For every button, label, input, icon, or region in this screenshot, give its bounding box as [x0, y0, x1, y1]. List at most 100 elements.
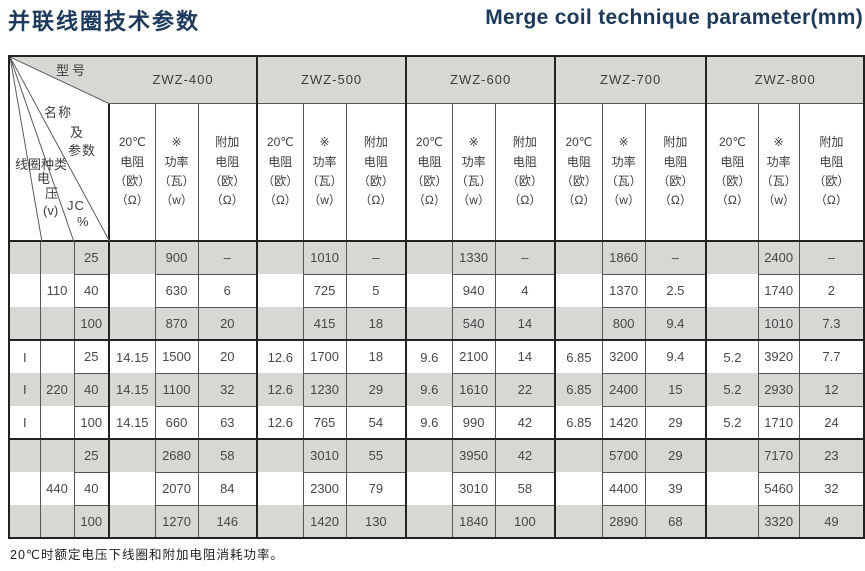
cell-voltage: [39, 307, 74, 340]
cell-resistance: [256, 472, 304, 505]
cell-extra-resistance: 7.3: [798, 307, 865, 341]
cell-extra-resistance: 49: [798, 505, 865, 539]
model-header-zwz500: ZWZ-500: [256, 56, 407, 104]
cell-resistance: 14.15: [108, 406, 156, 439]
cell-extra-resistance: –: [494, 240, 556, 275]
cell-resistance: 12.6: [256, 406, 304, 439]
model-header-zwz800: ZWZ-800: [705, 56, 865, 104]
subheader-extra-resistance: 附加 电阻 （欧） （Ω）: [644, 103, 707, 241]
subheader-resistance: 20℃ 电阻 （欧） （Ω）: [108, 103, 156, 241]
cell-resistance: [256, 505, 304, 538]
cell-power: 800: [601, 307, 646, 341]
cell-extra-resistance: 9.4: [644, 307, 707, 341]
subheader-resistance: 20℃ 电阻 （欧） （Ω）: [705, 103, 759, 241]
subheader-power: ※ 功率 （瓦） （w）: [302, 103, 347, 241]
cell-power: 1270: [154, 505, 199, 539]
subheader-resistance: 20℃ 电阻 （欧） （Ω）: [256, 103, 304, 241]
cell-jc: 100: [73, 406, 110, 440]
cell-resistance: [256, 274, 304, 307]
corner-label-name: 名称: [44, 105, 73, 120]
cell-extra-resistance: 42: [494, 438, 556, 473]
parameter-table: 型号 名称 及 参数 线圈种类 电 压 (v) JC % ZWZ-400 ZWZ…: [8, 55, 865, 539]
cell-jc: 40: [73, 274, 110, 308]
footnote: 20℃时额定电压下线圈和附加电阻消耗功率。: [10, 548, 284, 562]
cell-extra-resistance: 20: [197, 307, 258, 341]
table-body: 25 900–1010–1330–1860–2400–110 40 630 6 725 5 9…: [8, 240, 865, 539]
cell-power: 2300: [302, 472, 347, 506]
cell-power: 1420: [601, 406, 646, 440]
cell-power: 1010: [302, 240, 347, 275]
cell-resistance: 5.2: [705, 339, 759, 373]
subheader-power: ※ 功率 （瓦） （w）: [451, 103, 496, 241]
cell-extra-resistance: 32: [197, 373, 258, 407]
cell-extra-resistance: 54: [345, 406, 407, 440]
cell-extra-resistance: 130: [345, 505, 407, 539]
cell-extra-resistance: 2.5: [644, 274, 707, 308]
cell-extra-resistance: 6: [197, 274, 258, 308]
cell-resistance: [108, 438, 156, 472]
cell-resistance: [405, 307, 453, 340]
cell-extra-resistance: 4: [494, 274, 556, 308]
cell-resistance: 6.85: [554, 373, 603, 406]
cell-resistance: [256, 438, 304, 472]
cell-coil-type: [8, 438, 40, 472]
cell-coil-type: I: [8, 339, 40, 373]
cell-voltage: [39, 240, 74, 274]
corner-label-jc-unit: %: [77, 214, 89, 229]
cell-extra-resistance: 18: [345, 339, 407, 374]
cell-resistance: 5.2: [705, 373, 759, 406]
cell-extra-resistance: 7.7: [798, 339, 865, 374]
cell-coil-type: I: [8, 373, 40, 406]
cell-resistance: [554, 472, 603, 505]
cell-power: 540: [451, 307, 496, 341]
cell-resistance: 6.85: [554, 339, 603, 373]
cell-extra-resistance: 58: [494, 472, 556, 506]
cell-power: 3200: [601, 339, 646, 374]
cell-extra-resistance: 29: [644, 438, 707, 473]
cell-power: 2400: [601, 373, 646, 407]
cell-power: 900: [154, 240, 199, 275]
cell-power: 3950: [451, 438, 496, 473]
cell-resistance: 9.6: [405, 339, 453, 373]
corner-label-and: 及: [70, 125, 84, 140]
cell-voltage: [39, 406, 74, 439]
cell-power: 1860: [601, 240, 646, 275]
cell-coil-type: [8, 472, 40, 505]
subheader-extra-resistance: 附加 电阻 （欧） （Ω）: [197, 103, 258, 241]
cell-power: 2070: [154, 472, 199, 506]
cell-voltage: [39, 505, 74, 538]
cell-coil-type: I: [8, 406, 40, 439]
cell-resistance: [108, 505, 156, 538]
cell-resistance: 12.6: [256, 373, 304, 406]
cell-resistance: [405, 505, 453, 538]
cell-power: 2930: [757, 373, 800, 407]
cell-extra-resistance: 84: [197, 472, 258, 506]
cell-power: 3010: [451, 472, 496, 506]
cell-resistance: [705, 240, 759, 274]
cell-resistance: [554, 505, 603, 538]
cell-resistance: [108, 307, 156, 340]
cell-power: 870: [154, 307, 199, 341]
subheader-power: ※ 功率 （瓦） （w）: [757, 103, 800, 241]
cell-power: 1840: [451, 505, 496, 539]
cell-coil-type: [8, 307, 40, 340]
cell-extra-resistance: 68: [644, 505, 707, 539]
cell-extra-resistance: 29: [644, 406, 707, 440]
cell-resistance: [554, 274, 603, 307]
cell-extra-resistance: 20: [197, 339, 258, 374]
corner-label-voltage-1: 电: [37, 171, 51, 186]
cell-jc: 25: [73, 339, 110, 374]
corner-label-voltage-2: 压: [45, 186, 59, 201]
cell-extra-resistance: 39: [644, 472, 707, 506]
cell-power: 1610: [451, 373, 496, 407]
cell-resistance: 12.6: [256, 339, 304, 373]
cell-power: 7170: [757, 438, 800, 473]
cell-extra-resistance: 12: [798, 373, 865, 407]
cell-resistance: [705, 438, 759, 472]
cell-jc: 100: [73, 307, 110, 341]
cell-power: 1230: [302, 373, 347, 407]
cell-resistance: [256, 307, 304, 340]
cell-power: 415: [302, 307, 347, 341]
cell-extra-resistance: 100: [494, 505, 556, 539]
cell-voltage: [39, 339, 74, 373]
